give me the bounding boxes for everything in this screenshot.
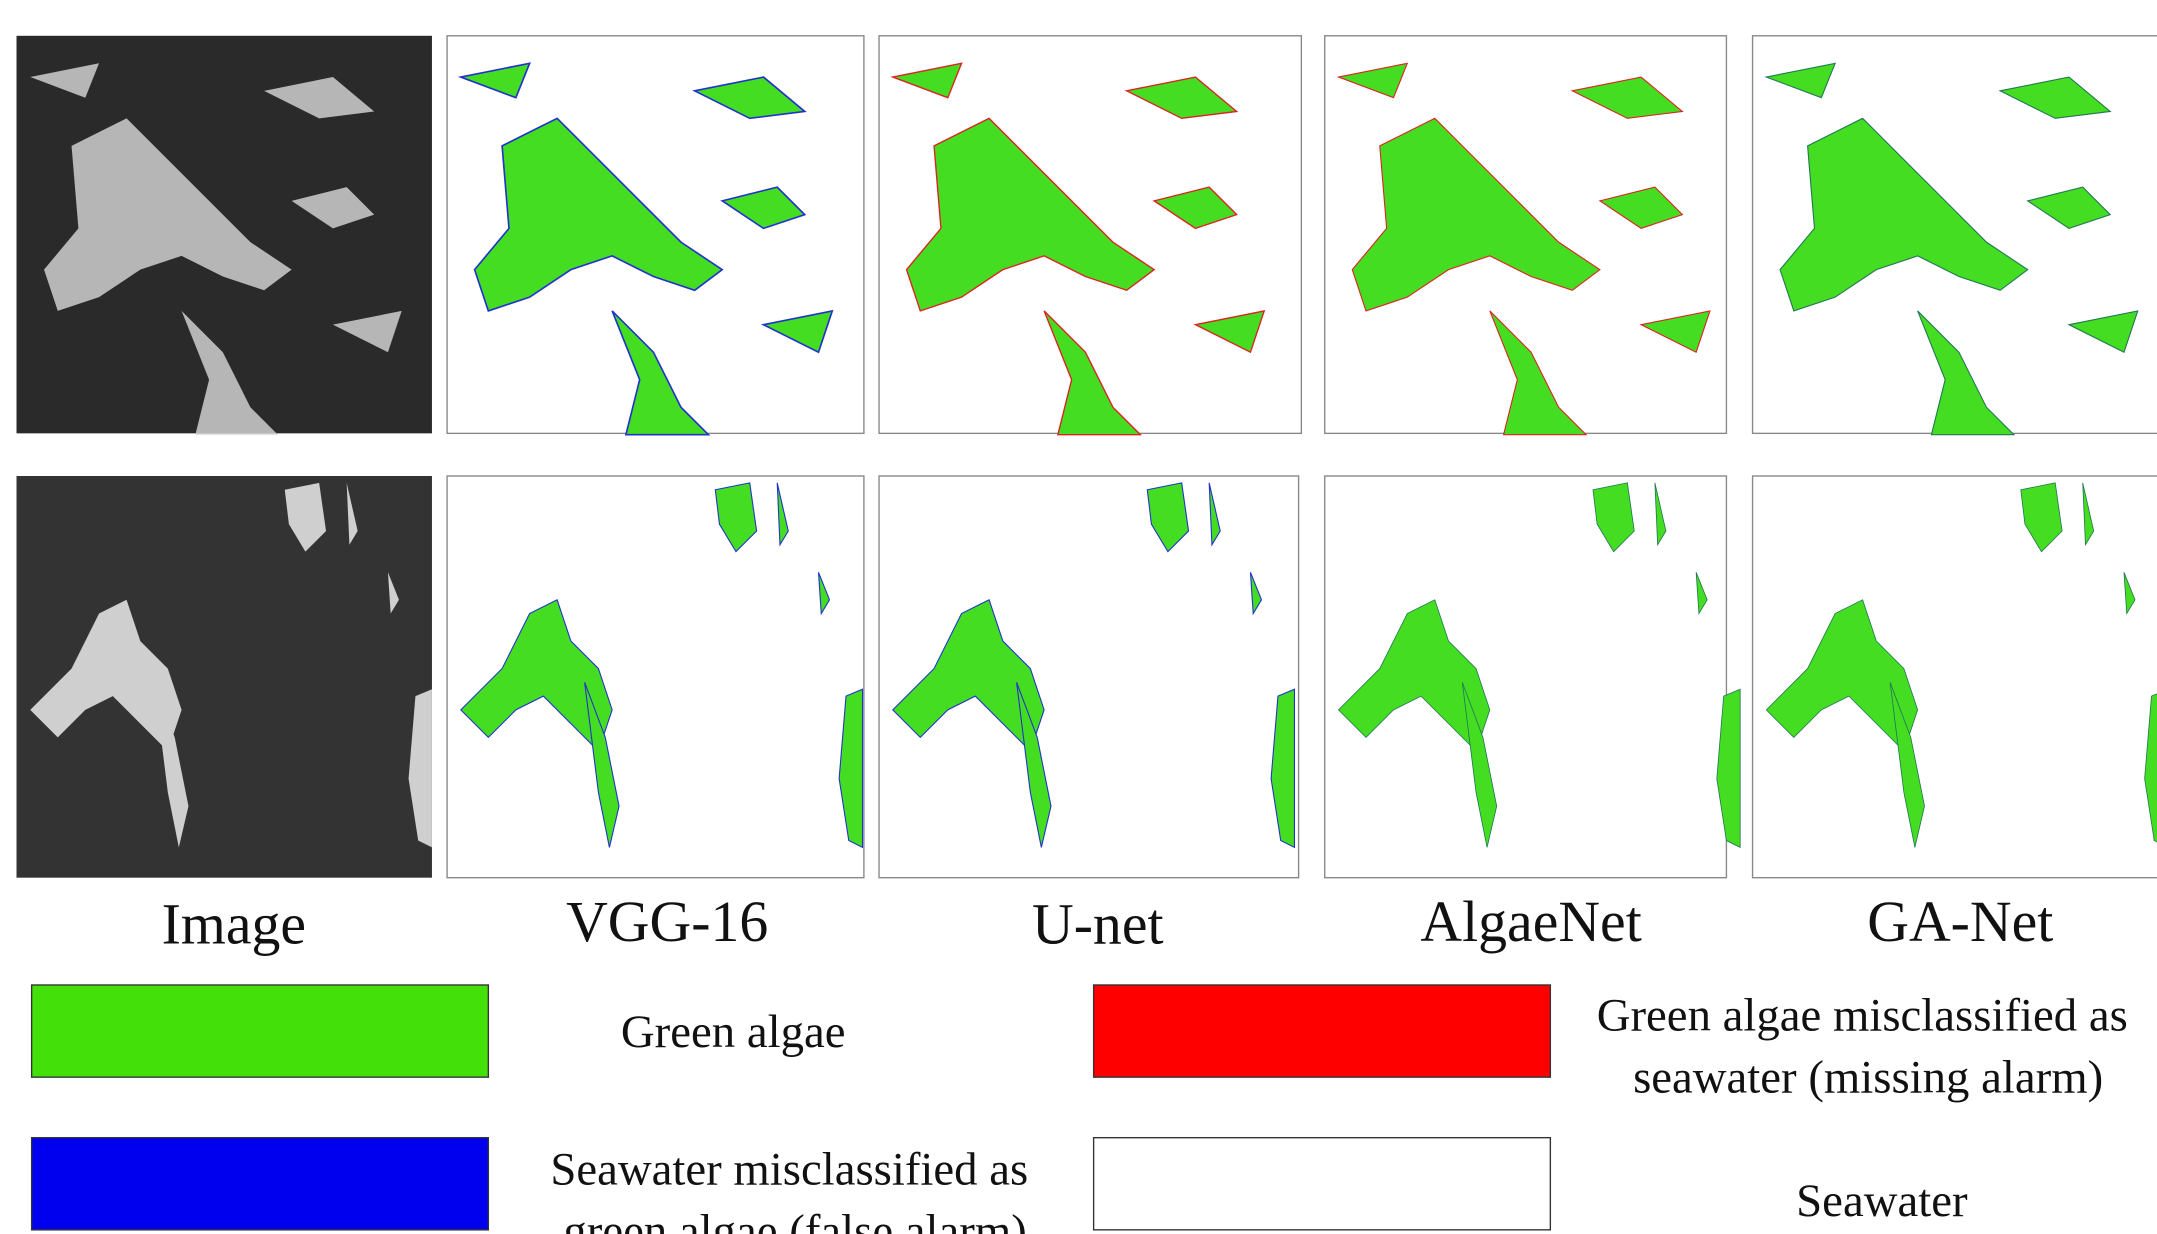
legend-label: Seawater misclassified as green algae (f… xyxy=(550,1143,1040,1234)
column-label: Image xyxy=(162,894,306,957)
column-label: GA-Net xyxy=(1867,891,2053,954)
text-line: Seawater misclassified as xyxy=(550,1143,1028,1195)
column-label: AlgaeNet xyxy=(1420,891,1641,954)
legend-swatch xyxy=(1092,1136,1552,1231)
text-line: seawater (missing alarm) xyxy=(1633,1051,2103,1103)
text-line: Green algae xyxy=(621,1006,846,1058)
legend-swatch xyxy=(30,984,490,1078)
text-line: Seawater xyxy=(1796,1175,1968,1227)
legend-label: Green algae misclassified as seawater (m… xyxy=(1597,989,2140,1103)
legend-swatch xyxy=(30,1136,490,1231)
row-1 xyxy=(16,35,2157,436)
text-line: Green algae misclassified as xyxy=(1597,989,2128,1041)
text-line: green algae (false alarm) xyxy=(563,1205,1026,1234)
column-label: U-net xyxy=(1032,894,1164,957)
legend-label: Green algae xyxy=(621,1006,846,1058)
column-label: VGG-16 xyxy=(566,891,768,954)
legend-label: Seawater xyxy=(1796,1175,1968,1227)
legend-swatch xyxy=(1092,984,1552,1078)
row-2 xyxy=(16,475,2157,879)
